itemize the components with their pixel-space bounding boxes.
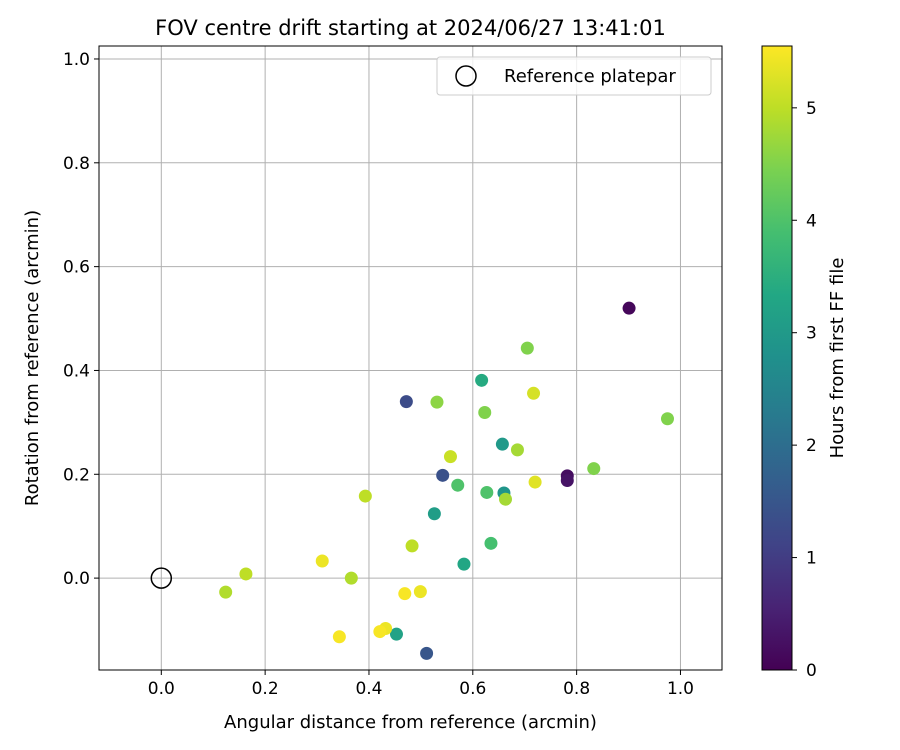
- data-point: [484, 536, 498, 550]
- x-tick-label: 0.8: [563, 679, 590, 699]
- x-tick-label: 0.6: [459, 679, 486, 699]
- data-point: [405, 539, 419, 553]
- colorbar-tick-label: 0: [806, 661, 817, 681]
- x-tick-label: 1.0: [667, 679, 694, 699]
- data-point: [430, 395, 444, 409]
- data-point: [358, 489, 372, 503]
- reference-platepar-marker: [150, 567, 173, 589]
- grid-lines: [99, 46, 722, 670]
- colorbar: 0 1 2 3 4 5 Hours from first FF file: [761, 45, 848, 681]
- data-point: [499, 492, 513, 506]
- data-point: [451, 478, 465, 492]
- colorbar-tick-label: 5: [806, 99, 817, 119]
- data-point: [413, 585, 427, 599]
- data-point: [399, 395, 413, 409]
- data-point: [398, 587, 412, 601]
- y-tick-label: 0.2: [63, 465, 90, 485]
- colorbar-ticks: 0 1 2 3 4 5: [792, 99, 817, 681]
- colorbar-tick-label: 2: [806, 436, 817, 456]
- x-tick-label: 0.0: [148, 679, 175, 699]
- data-point: [560, 474, 574, 488]
- legend-marker-open-circle: [455, 65, 477, 87]
- y-tick-label: 1.0: [63, 50, 90, 70]
- data-point: [528, 475, 542, 489]
- legend: Reference platepar: [436, 56, 712, 96]
- data-point: [475, 373, 489, 387]
- colorbar-label: Hours from first FF file: [827, 258, 848, 459]
- data-point: [520, 341, 534, 355]
- colorbar-tick-label: 1: [806, 549, 817, 569]
- colorbar-gradient: [762, 46, 792, 670]
- data-point: [457, 557, 471, 571]
- data-points: [219, 301, 674, 660]
- data-point: [587, 462, 601, 476]
- colorbar-tick-label: 3: [806, 324, 817, 344]
- y-axis-ticks: 0.0 0.2 0.4 0.6 0.8 1.0: [63, 50, 99, 589]
- legend-box: [436, 56, 712, 96]
- y-tick-label: 0.6: [63, 258, 90, 278]
- data-point: [420, 646, 434, 660]
- data-point: [373, 625, 387, 639]
- data-point: [495, 437, 509, 451]
- data-point: [332, 630, 346, 644]
- data-point: [239, 567, 253, 581]
- data-point: [315, 554, 329, 568]
- data-point: [622, 301, 636, 315]
- legend-label: Reference platepar: [504, 66, 676, 87]
- x-tick-label: 0.4: [355, 679, 382, 699]
- data-point: [480, 485, 494, 499]
- chart-title: FOV centre drift starting at 2024/06/27 …: [155, 16, 666, 40]
- data-point: [436, 468, 450, 482]
- data-point: [219, 585, 233, 599]
- plot-area-frame: [98, 45, 723, 671]
- y-tick-label: 0.4: [63, 361, 90, 381]
- x-tick-label: 0.2: [252, 679, 279, 699]
- data-point: [510, 443, 524, 457]
- x-axis-label: Angular distance from reference (arcmin): [224, 712, 597, 733]
- data-point: [527, 386, 541, 400]
- y-axis-label: Rotation from reference (arcmin): [22, 210, 43, 506]
- data-point: [478, 406, 492, 420]
- data-point: [344, 571, 358, 585]
- data-point: [389, 627, 403, 641]
- data-point: [443, 450, 457, 464]
- y-tick-label: 0.0: [63, 569, 90, 589]
- data-point: [660, 412, 674, 426]
- reference-marker: [150, 567, 173, 589]
- colorbar-tick-label: 4: [806, 211, 817, 231]
- colorbar-frame: [761, 45, 793, 671]
- y-tick-label: 0.8: [63, 154, 90, 174]
- x-axis-ticks: 0.0 0.2 0.4 0.6 0.8 1.0: [148, 670, 694, 699]
- data-point: [427, 507, 441, 521]
